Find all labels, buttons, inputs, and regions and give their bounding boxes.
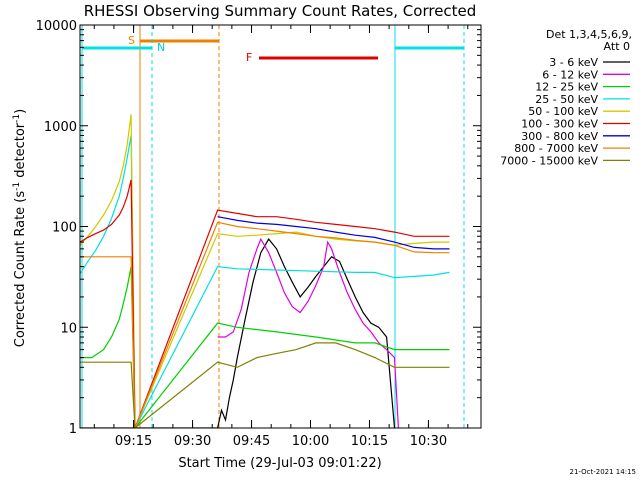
series-line-7000-15000-keV [80, 342, 450, 428]
series-line-50-100-keV [80, 114, 450, 428]
y-tick-label: 10 [60, 321, 77, 336]
y-axis-label: Corrected Count Rate (s-1 detector-1) [12, 109, 28, 347]
y-tick-label: 100 [52, 221, 77, 236]
series-line-300-800-keV [217, 216, 450, 250]
series-line-6-12-keV [217, 237, 399, 428]
series-line-12-25-keV [80, 266, 450, 428]
legend-label: 300 - 800 keV [521, 130, 598, 143]
y-tick-label: 1000 [44, 120, 77, 135]
legend-label: 3 - 6 keV [549, 56, 598, 69]
legend-header-attenuator: Att 0 [604, 40, 630, 53]
x-tick-label: 10:15 [351, 434, 388, 449]
annotation-n: N [157, 41, 165, 54]
annotation-s: S [128, 34, 135, 47]
series-line-3-6-keV [80, 238, 396, 428]
series-line-800-7000-keV [80, 221, 450, 428]
legend-label: 6 - 12 keV [542, 68, 598, 81]
annotation-f: F [246, 51, 252, 64]
y-tick-label: 10000 [36, 19, 77, 34]
x-tick-label: 09:30 [174, 434, 211, 449]
x-tick-label: 10:30 [410, 434, 447, 449]
series-line-100-300-keV [80, 179, 450, 428]
y-tick-label: 1 [69, 422, 77, 437]
legend-label: 7000 - 15000 keV [500, 154, 598, 167]
x-tick-label: 09:45 [233, 434, 270, 449]
series-line-25-50-keV [80, 135, 450, 428]
legend-label: 50 - 100 keV [528, 105, 598, 118]
legend-label: 12 - 25 keV [535, 81, 598, 94]
x-tick-label: 10:00 [292, 434, 329, 449]
x-tick-label: 09:15 [115, 434, 152, 449]
timestamp: 21-Oct-2021 14:15 [570, 468, 636, 476]
legend-header-detectors: Det 1,3,4,5,6,9, [546, 28, 632, 41]
legend-label: 25 - 50 keV [535, 93, 598, 106]
legend-label: 800 - 7000 keV [514, 142, 598, 155]
legend-label: 100 - 300 keV [521, 118, 598, 131]
chart-title: RHESSI Observing Summary Count Rates, Co… [84, 2, 477, 20]
x-axis-label: Start Time (29-Jul-03 09:01:22) [178, 456, 381, 471]
